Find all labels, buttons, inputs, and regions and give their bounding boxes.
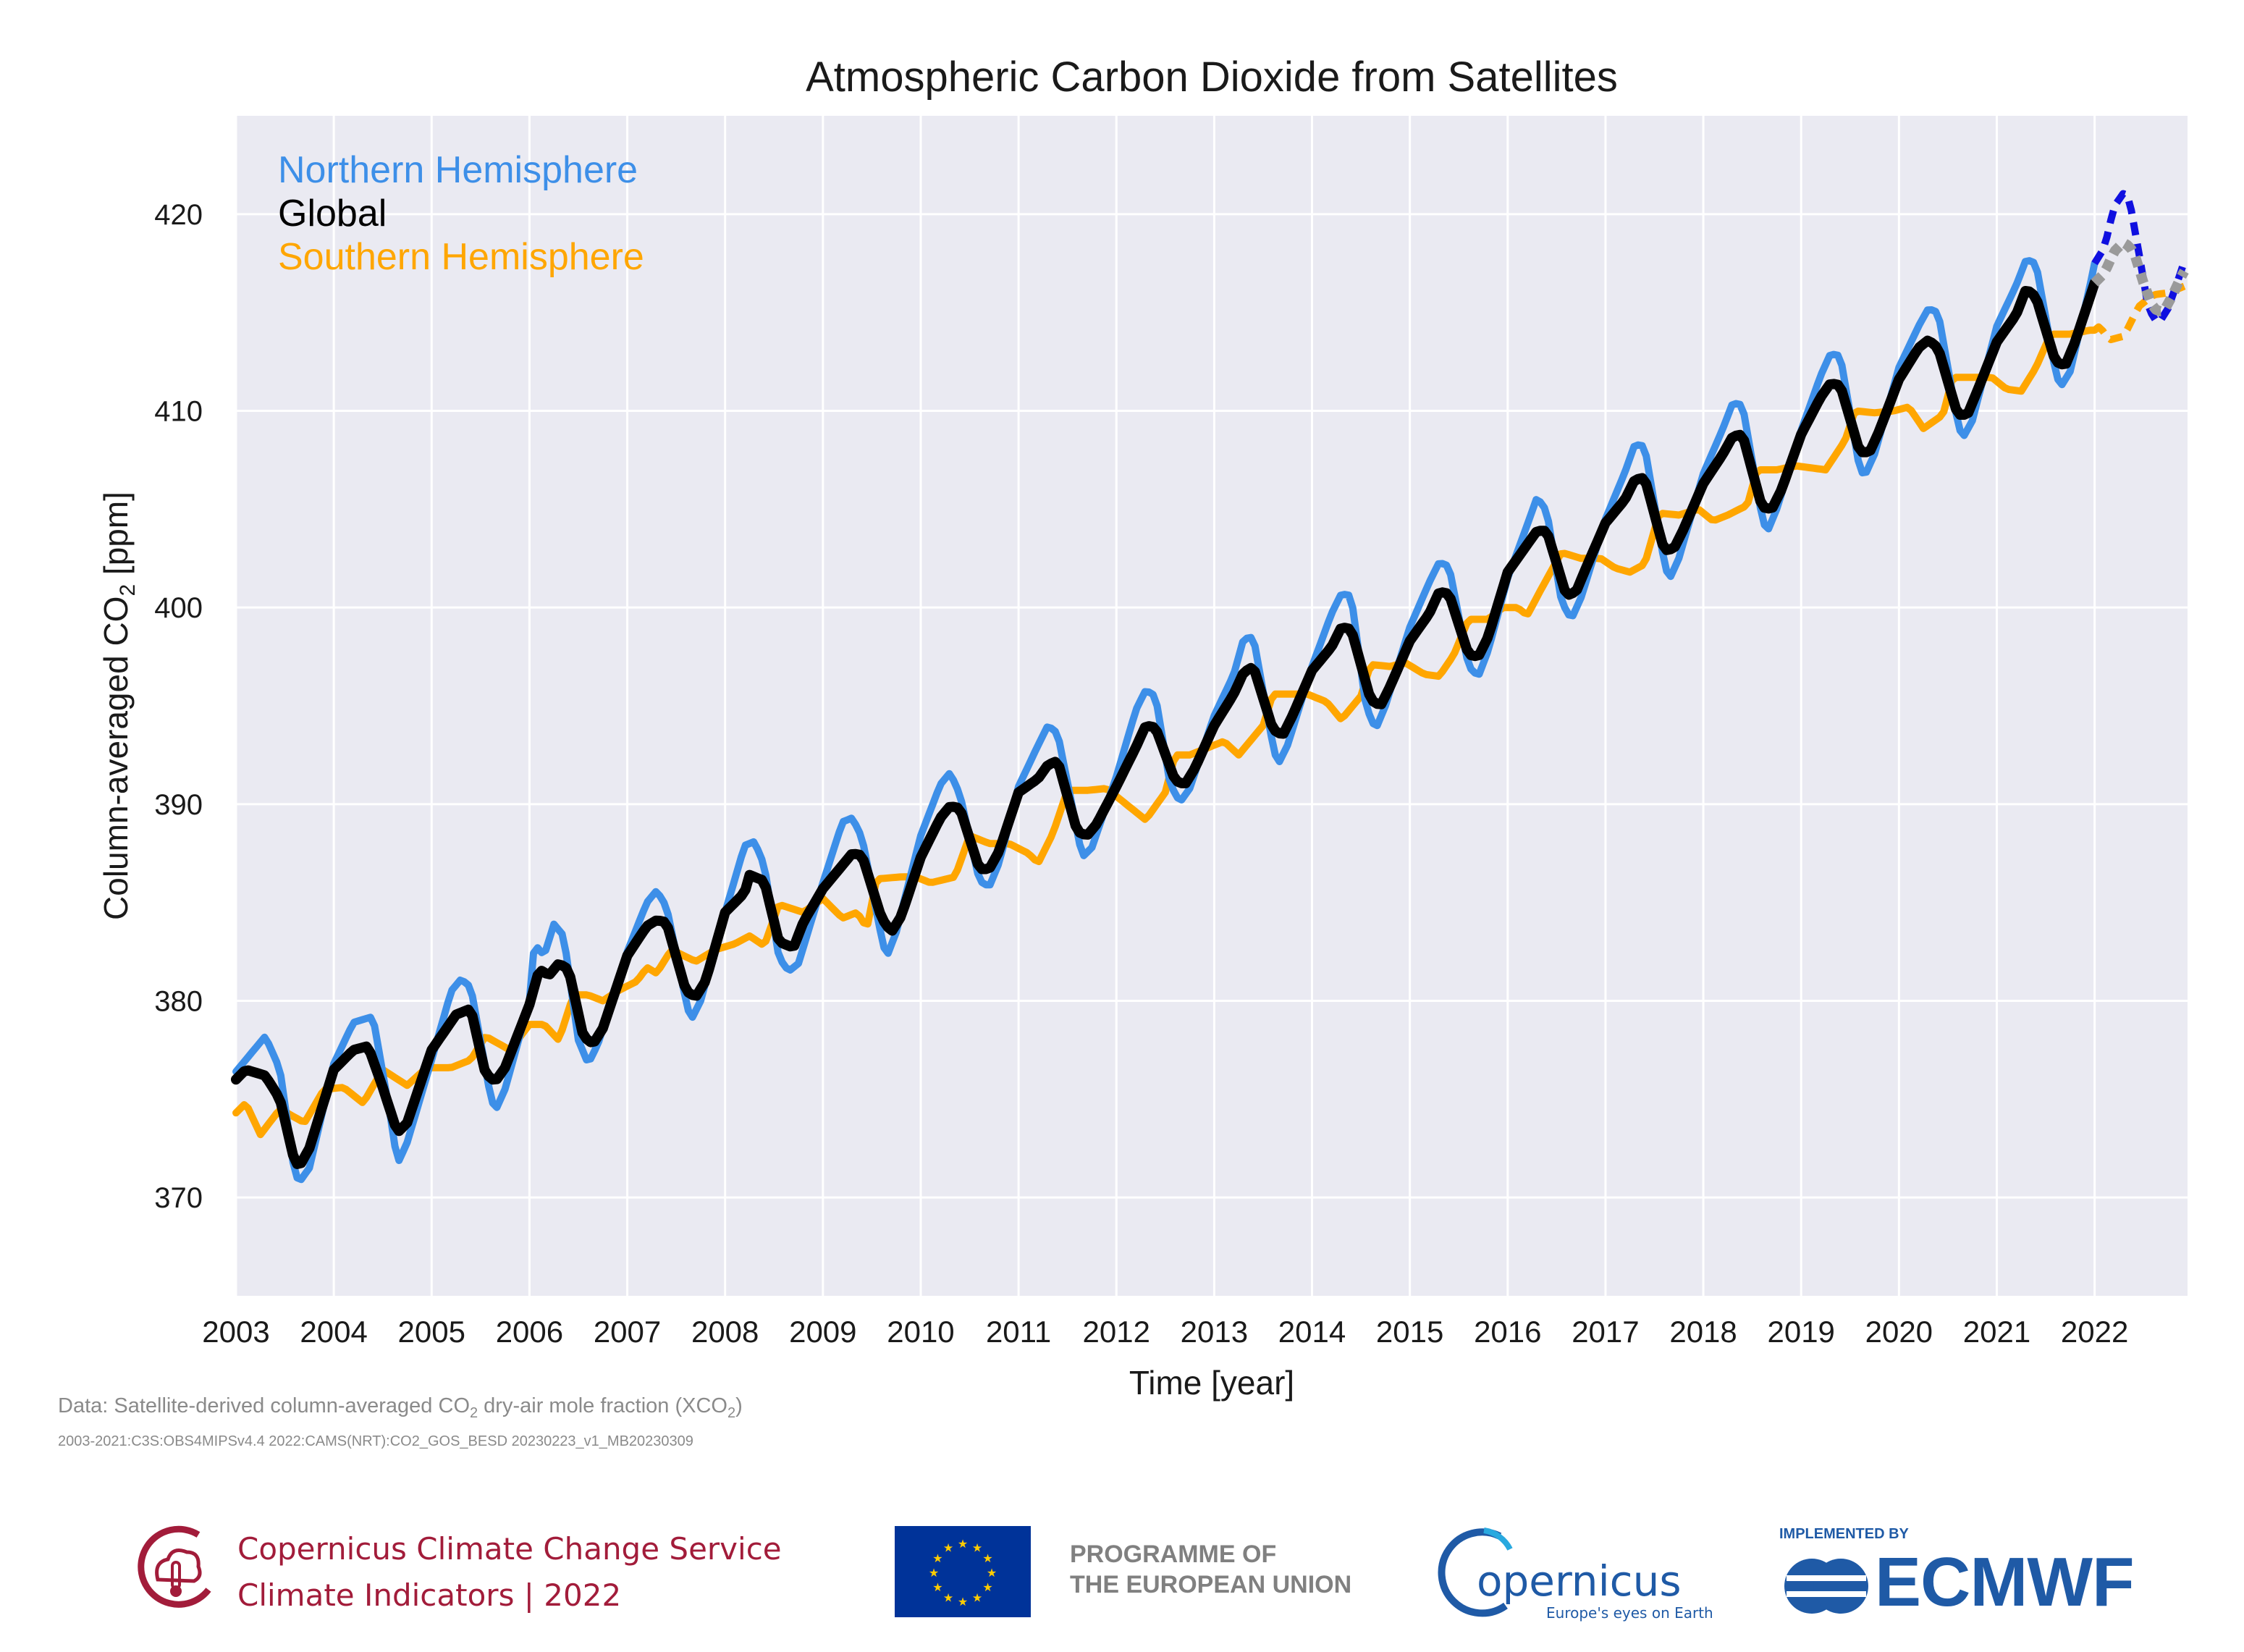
eu-star-icon: ★ xyxy=(929,1567,939,1580)
series-line-1 xyxy=(231,277,2100,1169)
c3s-logo-icon xyxy=(138,1525,211,1608)
data-source-prefix: Data: Satellite-derived column-averaged … xyxy=(58,1394,470,1417)
x-tick-label: 2005 xyxy=(398,1315,465,1349)
eu-star-icon: ★ xyxy=(958,1596,968,1609)
grid xyxy=(235,116,2188,1296)
y-tick-label: 420 xyxy=(154,199,203,231)
x-tick-label: 2012 xyxy=(1083,1315,1150,1349)
c3s-logo-text: Copernicus Climate Change Service Climat… xyxy=(237,1526,782,1619)
y-axis-label: Column-averaged CO2 [ppm] xyxy=(97,492,140,920)
y-tick-label: 410 xyxy=(154,396,203,428)
legend-entry-northern: Northern Hemisphere xyxy=(278,149,638,191)
eu-flag-icon: ★★★★★★★★★ ★ ★★ xyxy=(895,1526,1031,1617)
x-tick-label: 2021 xyxy=(1963,1315,2030,1349)
y-tick-label: 370 xyxy=(154,1182,203,1214)
y-axis-label-main: Column-averaged CO xyxy=(97,597,135,920)
x-tick-label: 2019 xyxy=(1767,1315,1834,1349)
plot-area xyxy=(236,116,2188,1296)
eu-line2: THE EUROPEAN UNION xyxy=(1070,1571,1352,1598)
data-source-note: Data: Satellite-derived column-averaged … xyxy=(58,1394,743,1422)
eu-star-icon: ★ xyxy=(943,1593,953,1605)
eu-star-icon: ★ xyxy=(982,1553,992,1565)
y-axis-label-subscript: 2 xyxy=(116,584,140,597)
y-axis-label-unit: [ppm] xyxy=(97,492,135,584)
data-source-sub: 2 xyxy=(470,1404,478,1421)
tick-labels: 2003 2004 2005 2006 2007 2008 2009 2010 2011 2012… xyxy=(154,199,2128,1349)
x-tick-label: 2014 xyxy=(1278,1315,1346,1349)
eu-line1: PROGRAMME OF xyxy=(1070,1541,1277,1568)
x-tick-label: 2017 xyxy=(1572,1315,1639,1349)
ecmwf-logo-icon xyxy=(1784,1559,1868,1614)
eu-star-icon: ★ xyxy=(932,1553,942,1565)
eu-programme-text: PROGRAMME OF THE EUROPEAN UNION xyxy=(1070,1539,1351,1600)
x-tick-label: 2020 xyxy=(1865,1315,1933,1349)
series-nrt-line-1 xyxy=(2091,237,2189,316)
implemented-by-label: IMPLEMENTED BY xyxy=(1779,1526,1909,1542)
c3s-line2: Climate Indicators | 2022 xyxy=(237,1577,622,1613)
series-lines xyxy=(231,190,2189,1184)
eu-star-icon: ★ xyxy=(972,1593,982,1605)
x-tick-label: 2009 xyxy=(789,1315,856,1349)
eu-star-icon: ★ xyxy=(972,1542,982,1554)
y-tick-label: 400 xyxy=(154,592,203,624)
x-tick-label: 2013 xyxy=(1181,1315,1248,1349)
x-tick-label: 2011 xyxy=(986,1315,1051,1349)
x-tick-label: 2015 xyxy=(1376,1315,1443,1349)
x-tick-label: 2007 xyxy=(594,1315,661,1349)
y-tick-label: 390 xyxy=(154,789,203,821)
eu-star-icon: ★ xyxy=(958,1538,968,1551)
data-source-mid: dry-air mole fraction (XCO xyxy=(478,1394,727,1417)
eu-star-icon: ★ xyxy=(987,1567,997,1580)
c3s-line1: Copernicus Climate Change Service xyxy=(237,1531,782,1567)
x-axis-label: Time [year] xyxy=(1129,1364,1294,1402)
copernicus-logo-icon xyxy=(1438,1527,1513,1617)
copernicus-tagline: Europe's eyes on Earth xyxy=(1546,1604,1713,1622)
x-tick-label: 2008 xyxy=(691,1315,759,1349)
x-tick-label: 2006 xyxy=(496,1315,563,1349)
dataset-version-note: 2003-2021:C3S:OBS4MIPSv4.4 2022:CAMS(NRT… xyxy=(58,1433,693,1449)
x-tick-label: 2016 xyxy=(1474,1315,1541,1349)
copernicus-wordmark: opernicus xyxy=(1477,1556,1682,1606)
x-tick-label: 2004 xyxy=(300,1315,367,1349)
eu-star-icon: ★ xyxy=(932,1582,942,1594)
eu-star-icon: ★ xyxy=(982,1582,992,1594)
data-source-suffix: ) xyxy=(735,1394,743,1417)
chart-title: Atmospheric Carbon Dioxide from Satellit… xyxy=(806,54,1618,101)
data-source-sub2: 2 xyxy=(727,1404,736,1421)
x-tick-label: 2022 xyxy=(2061,1315,2128,1349)
x-tick-label: 2003 xyxy=(202,1315,269,1349)
legend-entry-global: Global xyxy=(278,193,387,235)
legend-entry-southern: Southern Hemisphere xyxy=(278,236,644,278)
x-tick-label: 2018 xyxy=(1669,1315,1737,1349)
x-tick-label: 2010 xyxy=(887,1315,954,1349)
y-tick-label: 380 xyxy=(154,986,203,1018)
ecmwf-wordmark: ECMWF xyxy=(1875,1543,2135,1621)
series-nrt-line-2 xyxy=(2092,282,2186,344)
eu-star-icon: ★ xyxy=(943,1542,953,1554)
